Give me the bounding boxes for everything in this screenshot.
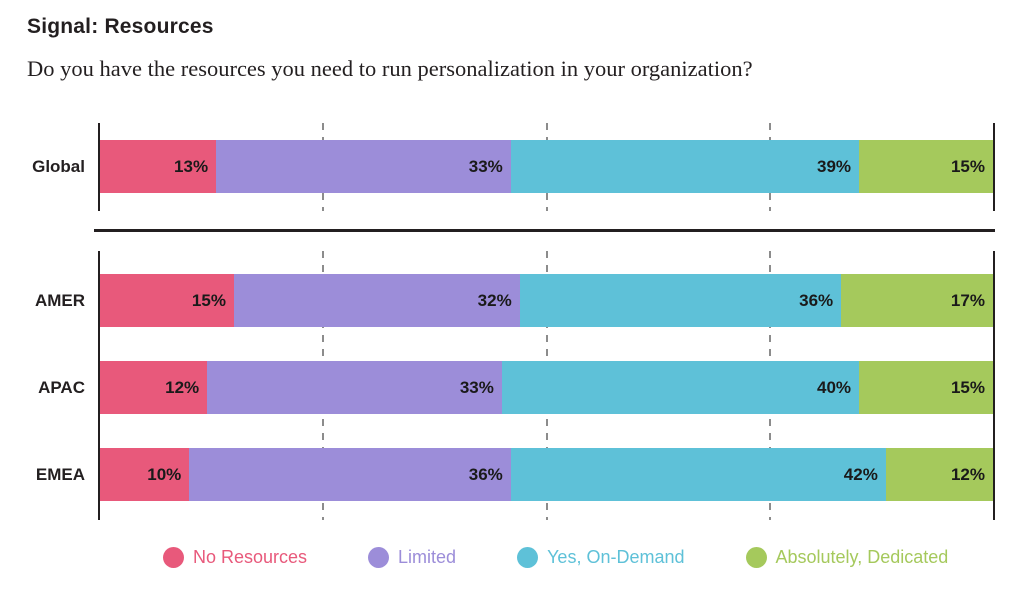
segment-value-label: 12% [165,377,200,397]
segment-value-label: 33% [459,377,494,397]
bar-row-amer: AMER 15% 32% 36% 17% [35,274,993,327]
legend-item-yes-on-demand: Yes, On-Demand [517,547,685,568]
regions-section: AMER 15% 32% 36% 17% APAC 12% 33% 40% 15% EMEA 10% 3… [35,251,995,520]
segment-value-label: 12% [950,464,985,484]
segment-no-resources: 15% [100,274,234,327]
bar-row-emea: EMEA 10% 36% 42% 12% [36,448,993,501]
legend-label: No Resources [193,547,308,567]
segment-value-label: 40% [817,377,852,397]
stacked-bar-amer: 15% 32% 36% 17% [100,274,993,327]
segment-value-label: 13% [174,156,209,176]
segment-limited: 33% [207,361,502,414]
segment-yes-on-demand: 42% [510,448,886,501]
global-section: Global 13% 33% 39% 15% [32,123,995,211]
legend-dot-icon [368,547,390,568]
bar-row-apac: APAC 12% 33% 40% 15% [38,361,993,414]
legend-label: Yes, On-Demand [547,547,685,567]
stacked-bar-apac: 12% 33% 40% 15% [100,361,993,414]
segment-no-resources: 10% [100,448,190,501]
stacked-bar-global: 13% 33% 39% 15% [100,140,993,193]
legend-item-absolutely-dedicated: Absolutely, Dedicated [745,547,949,568]
segment-value-label: 36% [468,464,503,484]
page-title: Signal: Resources [27,15,214,38]
segment-value-label: 15% [950,377,985,397]
bar-row-global: Global 13% 33% 39% 15% [32,140,993,193]
segment-value-label: 33% [468,156,503,176]
segment-absolutely-dedicated: 15% [859,361,993,414]
segment-value-label: 15% [191,290,226,310]
segment-value-label: 17% [950,290,985,310]
stacked-bar-emea: 10% 36% 42% 12% [100,448,993,501]
segment-yes-on-demand: 36% [519,274,842,327]
legend-item-no-resources: No Resources [163,547,307,568]
segment-absolutely-dedicated: 15% [859,140,993,193]
segment-limited: 36% [189,448,511,501]
legend-label: Absolutely, Dedicated [775,547,949,567]
segment-value-label: 36% [799,290,834,310]
segment-no-resources: 12% [100,361,208,414]
segment-value-label: 42% [843,464,878,484]
segment-limited: 33% [216,140,511,193]
segment-yes-on-demand: 39% [510,140,860,193]
legend-dot-icon [163,547,184,568]
category-label-emea: EMEA [35,464,85,484]
segment-absolutely-dedicated: 17% [841,274,993,327]
segment-value-label: 39% [817,156,852,176]
stacked-bar-chart: Global 13% 33% 39% 15% AMER 15% 32% 36% 17% APAC 1… [27,123,995,568]
segment-absolutely-dedicated: 12% [885,448,993,501]
section-separator-line [94,229,995,232]
category-label-global: Global [32,156,85,176]
segment-limited: 32% [233,274,520,327]
segment-value-label: 32% [477,290,512,310]
segment-no-resources: 13% [100,140,217,193]
segment-yes-on-demand: 40% [501,361,860,414]
segment-value-label: 10% [147,464,182,484]
report-page: Signal: Resources Do you have the resour… [27,15,995,568]
legend-item-limited: Limited [368,547,456,568]
segment-value-label: 15% [950,156,985,176]
legend-dot-icon [517,547,539,568]
legend-dot-icon [745,547,767,568]
chart-legend: No Resources Limited Yes, On-Demand Absolut… [163,547,995,568]
category-label-amer: AMER [34,290,85,310]
legend-label: Limited [398,547,457,567]
category-label-apac: APAC [38,377,85,397]
survey-question: Do you have the resources you need to ru… [27,56,753,81]
